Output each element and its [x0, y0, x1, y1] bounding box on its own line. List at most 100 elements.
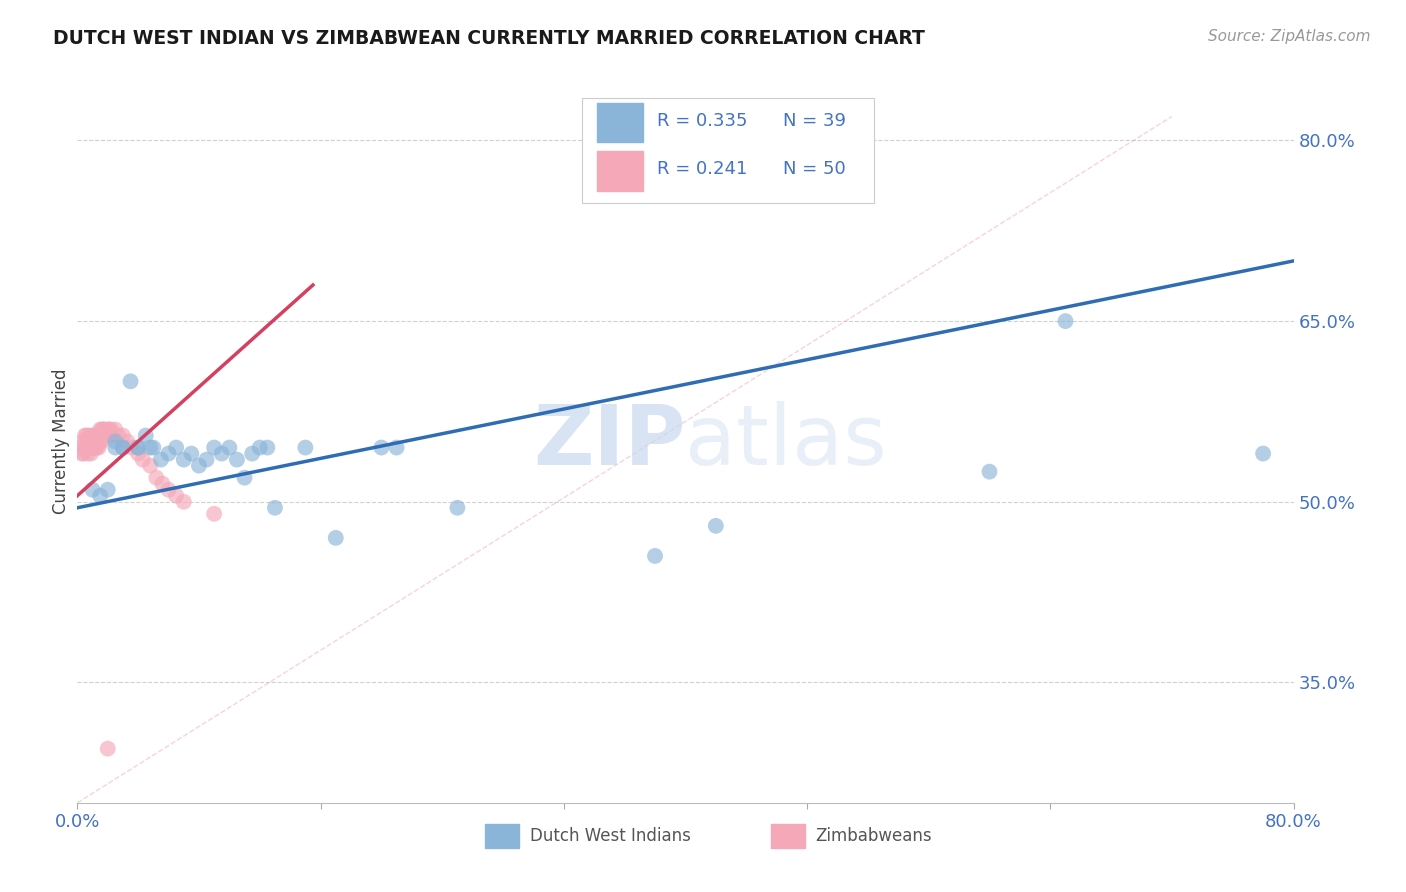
- Point: [139, 458, 162, 473]
- Point: [97, 483, 120, 497]
- Point: [325, 531, 347, 545]
- Point: [157, 483, 180, 497]
- Bar: [485, 824, 519, 847]
- Bar: [596, 151, 643, 191]
- Text: DUTCH WEST INDIAN VS ZIMBABWEAN CURRENTLY MARRIED CORRELATION CHART: DUTCH WEST INDIAN VS ZIMBABWEAN CURRENTL…: [53, 29, 925, 47]
- Point: [180, 446, 202, 460]
- Point: [100, 422, 122, 436]
- Point: [86, 441, 108, 455]
- Point: [173, 494, 195, 508]
- Point: [157, 446, 180, 460]
- Point: [72, 446, 94, 460]
- Point: [1251, 446, 1274, 460]
- Point: [93, 422, 115, 436]
- Point: [79, 428, 101, 442]
- Point: [97, 741, 120, 756]
- Point: [96, 428, 118, 442]
- Point: [107, 428, 129, 442]
- Point: [98, 422, 121, 436]
- Point: [83, 428, 105, 442]
- Text: atlas: atlas: [686, 401, 887, 482]
- Point: [226, 452, 249, 467]
- Point: [91, 422, 114, 436]
- Point: [139, 441, 162, 455]
- Point: [73, 428, 96, 442]
- Point: [218, 441, 240, 455]
- Point: [264, 500, 287, 515]
- Point: [233, 470, 256, 484]
- Point: [145, 470, 167, 484]
- Point: [127, 441, 149, 455]
- Point: [173, 452, 195, 467]
- Point: [152, 476, 174, 491]
- Point: [127, 441, 149, 455]
- Point: [979, 465, 1001, 479]
- Point: [90, 422, 112, 436]
- Point: [256, 441, 278, 455]
- Text: Zimbabweans: Zimbabweans: [815, 827, 932, 845]
- Point: [70, 446, 93, 460]
- Point: [83, 441, 105, 455]
- Point: [1054, 314, 1077, 328]
- Point: [446, 500, 468, 515]
- Point: [704, 519, 727, 533]
- Point: [111, 428, 134, 442]
- Point: [101, 428, 124, 442]
- Point: [195, 452, 218, 467]
- Point: [77, 434, 100, 449]
- Point: [111, 441, 134, 455]
- Point: [77, 446, 100, 460]
- Point: [90, 434, 112, 449]
- Point: [131, 452, 153, 467]
- Point: [385, 441, 408, 455]
- Point: [117, 434, 139, 449]
- Point: [80, 446, 103, 460]
- Point: [82, 428, 104, 442]
- Y-axis label: Currently Married: Currently Married: [52, 368, 70, 515]
- Text: N = 50: N = 50: [783, 160, 845, 178]
- Point: [87, 441, 110, 455]
- Point: [89, 434, 111, 449]
- Text: R = 0.241: R = 0.241: [658, 160, 748, 178]
- Point: [240, 446, 263, 460]
- Point: [211, 446, 233, 460]
- Point: [97, 422, 120, 436]
- Point: [370, 441, 392, 455]
- Point: [79, 441, 101, 455]
- Point: [202, 507, 225, 521]
- Point: [72, 434, 94, 449]
- Point: [82, 441, 104, 455]
- Point: [69, 441, 91, 455]
- Point: [202, 441, 225, 455]
- Point: [104, 441, 127, 455]
- Bar: [596, 103, 643, 143]
- Point: [104, 434, 127, 449]
- Point: [111, 441, 134, 455]
- Point: [73, 441, 96, 455]
- Point: [142, 441, 165, 455]
- Point: [249, 441, 271, 455]
- Point: [127, 446, 149, 460]
- Point: [89, 489, 111, 503]
- Point: [165, 441, 187, 455]
- Text: N = 39: N = 39: [783, 112, 846, 130]
- Point: [87, 428, 110, 442]
- Point: [84, 441, 107, 455]
- Text: ZIP: ZIP: [533, 401, 686, 482]
- FancyBboxPatch shape: [582, 98, 875, 203]
- Point: [120, 375, 142, 389]
- Point: [84, 428, 107, 442]
- Point: [149, 452, 172, 467]
- Text: R = 0.335: R = 0.335: [658, 112, 748, 130]
- Point: [104, 422, 127, 436]
- Point: [644, 549, 666, 563]
- Text: Source: ZipAtlas.com: Source: ZipAtlas.com: [1208, 29, 1371, 44]
- Point: [86, 428, 108, 442]
- Point: [89, 422, 111, 436]
- Point: [294, 441, 316, 455]
- Point: [135, 428, 157, 442]
- Point: [75, 441, 97, 455]
- Text: Dutch West Indians: Dutch West Indians: [530, 827, 690, 845]
- Point: [80, 434, 103, 449]
- Point: [75, 428, 97, 442]
